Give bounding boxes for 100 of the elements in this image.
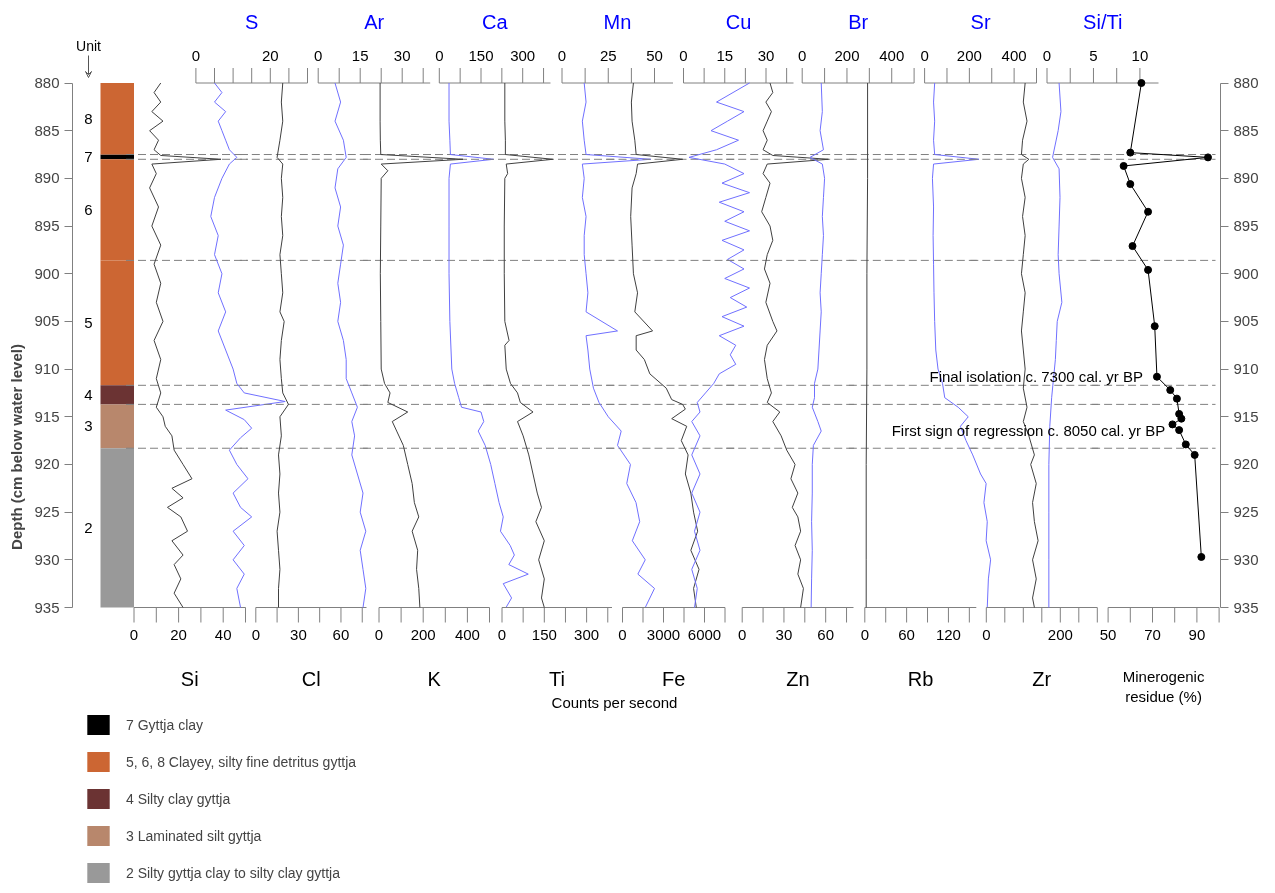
y-tick-label: 900 bbox=[1233, 264, 1259, 282]
x-tick-label: 120 bbox=[935, 625, 961, 643]
bar bbox=[100, 404, 134, 449]
x-axis-title: Cl bbox=[301, 667, 321, 690]
x-tick-label: 0 bbox=[982, 625, 991, 643]
x-tick-label: 30 bbox=[775, 625, 793, 643]
y-tick-label: 880 bbox=[34, 74, 60, 91]
y-tick-label: 905 bbox=[34, 312, 60, 330]
x-tick-label: 90 bbox=[1188, 625, 1206, 643]
x-tick-label: 0 bbox=[497, 625, 507, 643]
x2-axis-title: Br bbox=[848, 11, 869, 33]
annotation: 4 bbox=[84, 385, 93, 403]
y-tick-label: 915 bbox=[34, 407, 60, 425]
x-axis-title: Fe bbox=[662, 667, 686, 690]
x-tick-label: 30 bbox=[290, 625, 307, 643]
x2-tick-label: 150 bbox=[468, 47, 494, 64]
x2-tick-label: 0 bbox=[314, 47, 323, 64]
x2-tick-label: 0 bbox=[920, 47, 929, 64]
x2-tick-label: 25 bbox=[599, 47, 617, 64]
point bbox=[1168, 420, 1177, 429]
x-tick-label: 0 bbox=[738, 625, 747, 643]
x2-tick-label: 5 bbox=[1089, 47, 1098, 64]
annotation: 6 bbox=[84, 200, 93, 218]
x-tick-label: 20 bbox=[170, 625, 187, 643]
point bbox=[1175, 426, 1184, 435]
annotation: 5 bbox=[84, 313, 93, 331]
x-tick-label: 60 bbox=[332, 625, 350, 643]
point bbox=[1204, 153, 1212, 162]
x2-tick-label: 15 bbox=[351, 47, 369, 64]
point bbox=[1166, 386, 1175, 395]
y-tick-label: 920 bbox=[34, 455, 60, 473]
x-tick-label: 0 bbox=[618, 625, 627, 643]
y-tick-label: 935 bbox=[1233, 598, 1259, 616]
annotation: 2 bbox=[84, 518, 93, 536]
y-tick-label: 930 bbox=[34, 550, 60, 568]
point bbox=[1137, 79, 1146, 87]
y-tick-label: 895 bbox=[1233, 217, 1259, 235]
bar bbox=[100, 83, 134, 155]
y-tick-label: 885 bbox=[1233, 121, 1259, 139]
point bbox=[1177, 414, 1186, 423]
x-tick-label: 60 bbox=[817, 625, 835, 643]
x2-tick-label: 20 bbox=[261, 47, 279, 64]
x-tick-label: 200 bbox=[1047, 625, 1073, 643]
x-axis-title: Rb bbox=[907, 667, 934, 690]
x2-tick-label: 200 bbox=[956, 47, 982, 64]
x2-tick-label: 300 bbox=[510, 47, 536, 64]
x-tick-label: 200 bbox=[410, 625, 436, 643]
text: Unit bbox=[76, 37, 102, 54]
x2-tick-label: 400 bbox=[879, 47, 905, 64]
annotation: 8 bbox=[84, 109, 93, 127]
point bbox=[1197, 552, 1206, 561]
y-tick-label: 890 bbox=[34, 169, 60, 187]
x-tick-label: 400 bbox=[454, 625, 480, 643]
x2-tick-label: 400 bbox=[1001, 47, 1027, 64]
y-tick-label: 915 bbox=[1233, 407, 1259, 425]
point bbox=[1126, 180, 1135, 189]
x-tick-label: 50 bbox=[1099, 625, 1117, 643]
x-tick-label: 0 bbox=[860, 625, 869, 643]
x2-tick-label: 0 bbox=[1042, 47, 1052, 64]
annotation: 7 bbox=[84, 147, 93, 165]
legend-label: 3 Laminated silt gyttja bbox=[126, 827, 262, 844]
point bbox=[1181, 440, 1190, 449]
y-tick-label: 890 bbox=[1233, 169, 1259, 187]
x2-tick-label: 0 bbox=[679, 47, 688, 64]
x2-tick-label: 0 bbox=[557, 47, 567, 64]
legend-label: 2 Silty gyttja clay to silty clay gyttja bbox=[126, 864, 340, 881]
x-axis-title: Ti bbox=[549, 667, 565, 690]
point bbox=[1128, 242, 1137, 251]
text: Counts per second bbox=[551, 694, 678, 711]
x-tick-label: 0 bbox=[129, 625, 139, 643]
y-tick-label: 925 bbox=[34, 503, 60, 521]
point bbox=[1144, 207, 1153, 216]
x-axis-title: K bbox=[427, 667, 442, 690]
x-tick-label: 60 bbox=[898, 625, 915, 643]
y-tick-label: 885 bbox=[34, 121, 60, 139]
x2-tick-label: 200 bbox=[834, 47, 860, 64]
legend-label: 5, 6, 8 Clayey, silty fine detritus gyttja bbox=[126, 753, 357, 770]
x2-axis-title: Ca bbox=[482, 11, 509, 33]
x-tick-label: 70 bbox=[1144, 625, 1161, 643]
x2-axis-title: Sr bbox=[970, 11, 991, 33]
x2-tick-label: 30 bbox=[393, 47, 411, 64]
point bbox=[1126, 148, 1135, 157]
y-axis-title: Depth (cm below water level) bbox=[8, 344, 26, 550]
x2-tick-label: 0 bbox=[798, 47, 807, 64]
legend-label: 7 Gyttja clay bbox=[126, 716, 204, 733]
point bbox=[1119, 161, 1128, 170]
x-axis-title: Si bbox=[180, 667, 199, 690]
y-tick-label: 920 bbox=[1233, 455, 1259, 473]
point bbox=[1190, 450, 1199, 459]
annotation: Final isolation c. 7300 cal. yr BP bbox=[929, 368, 1143, 386]
y-tick-label: 925 bbox=[1233, 503, 1259, 521]
x-tick-label: 0 bbox=[374, 625, 384, 643]
point bbox=[1150, 322, 1159, 331]
x-tick-label: 40 bbox=[214, 625, 232, 643]
x2-tick-label: 0 bbox=[191, 47, 201, 64]
x-axis-title: Zn bbox=[786, 667, 810, 690]
x-tick-label: 300 bbox=[574, 625, 600, 643]
bar bbox=[100, 448, 134, 608]
x2-tick-label: 50 bbox=[646, 47, 663, 64]
y-tick-label: 905 bbox=[1233, 312, 1259, 330]
